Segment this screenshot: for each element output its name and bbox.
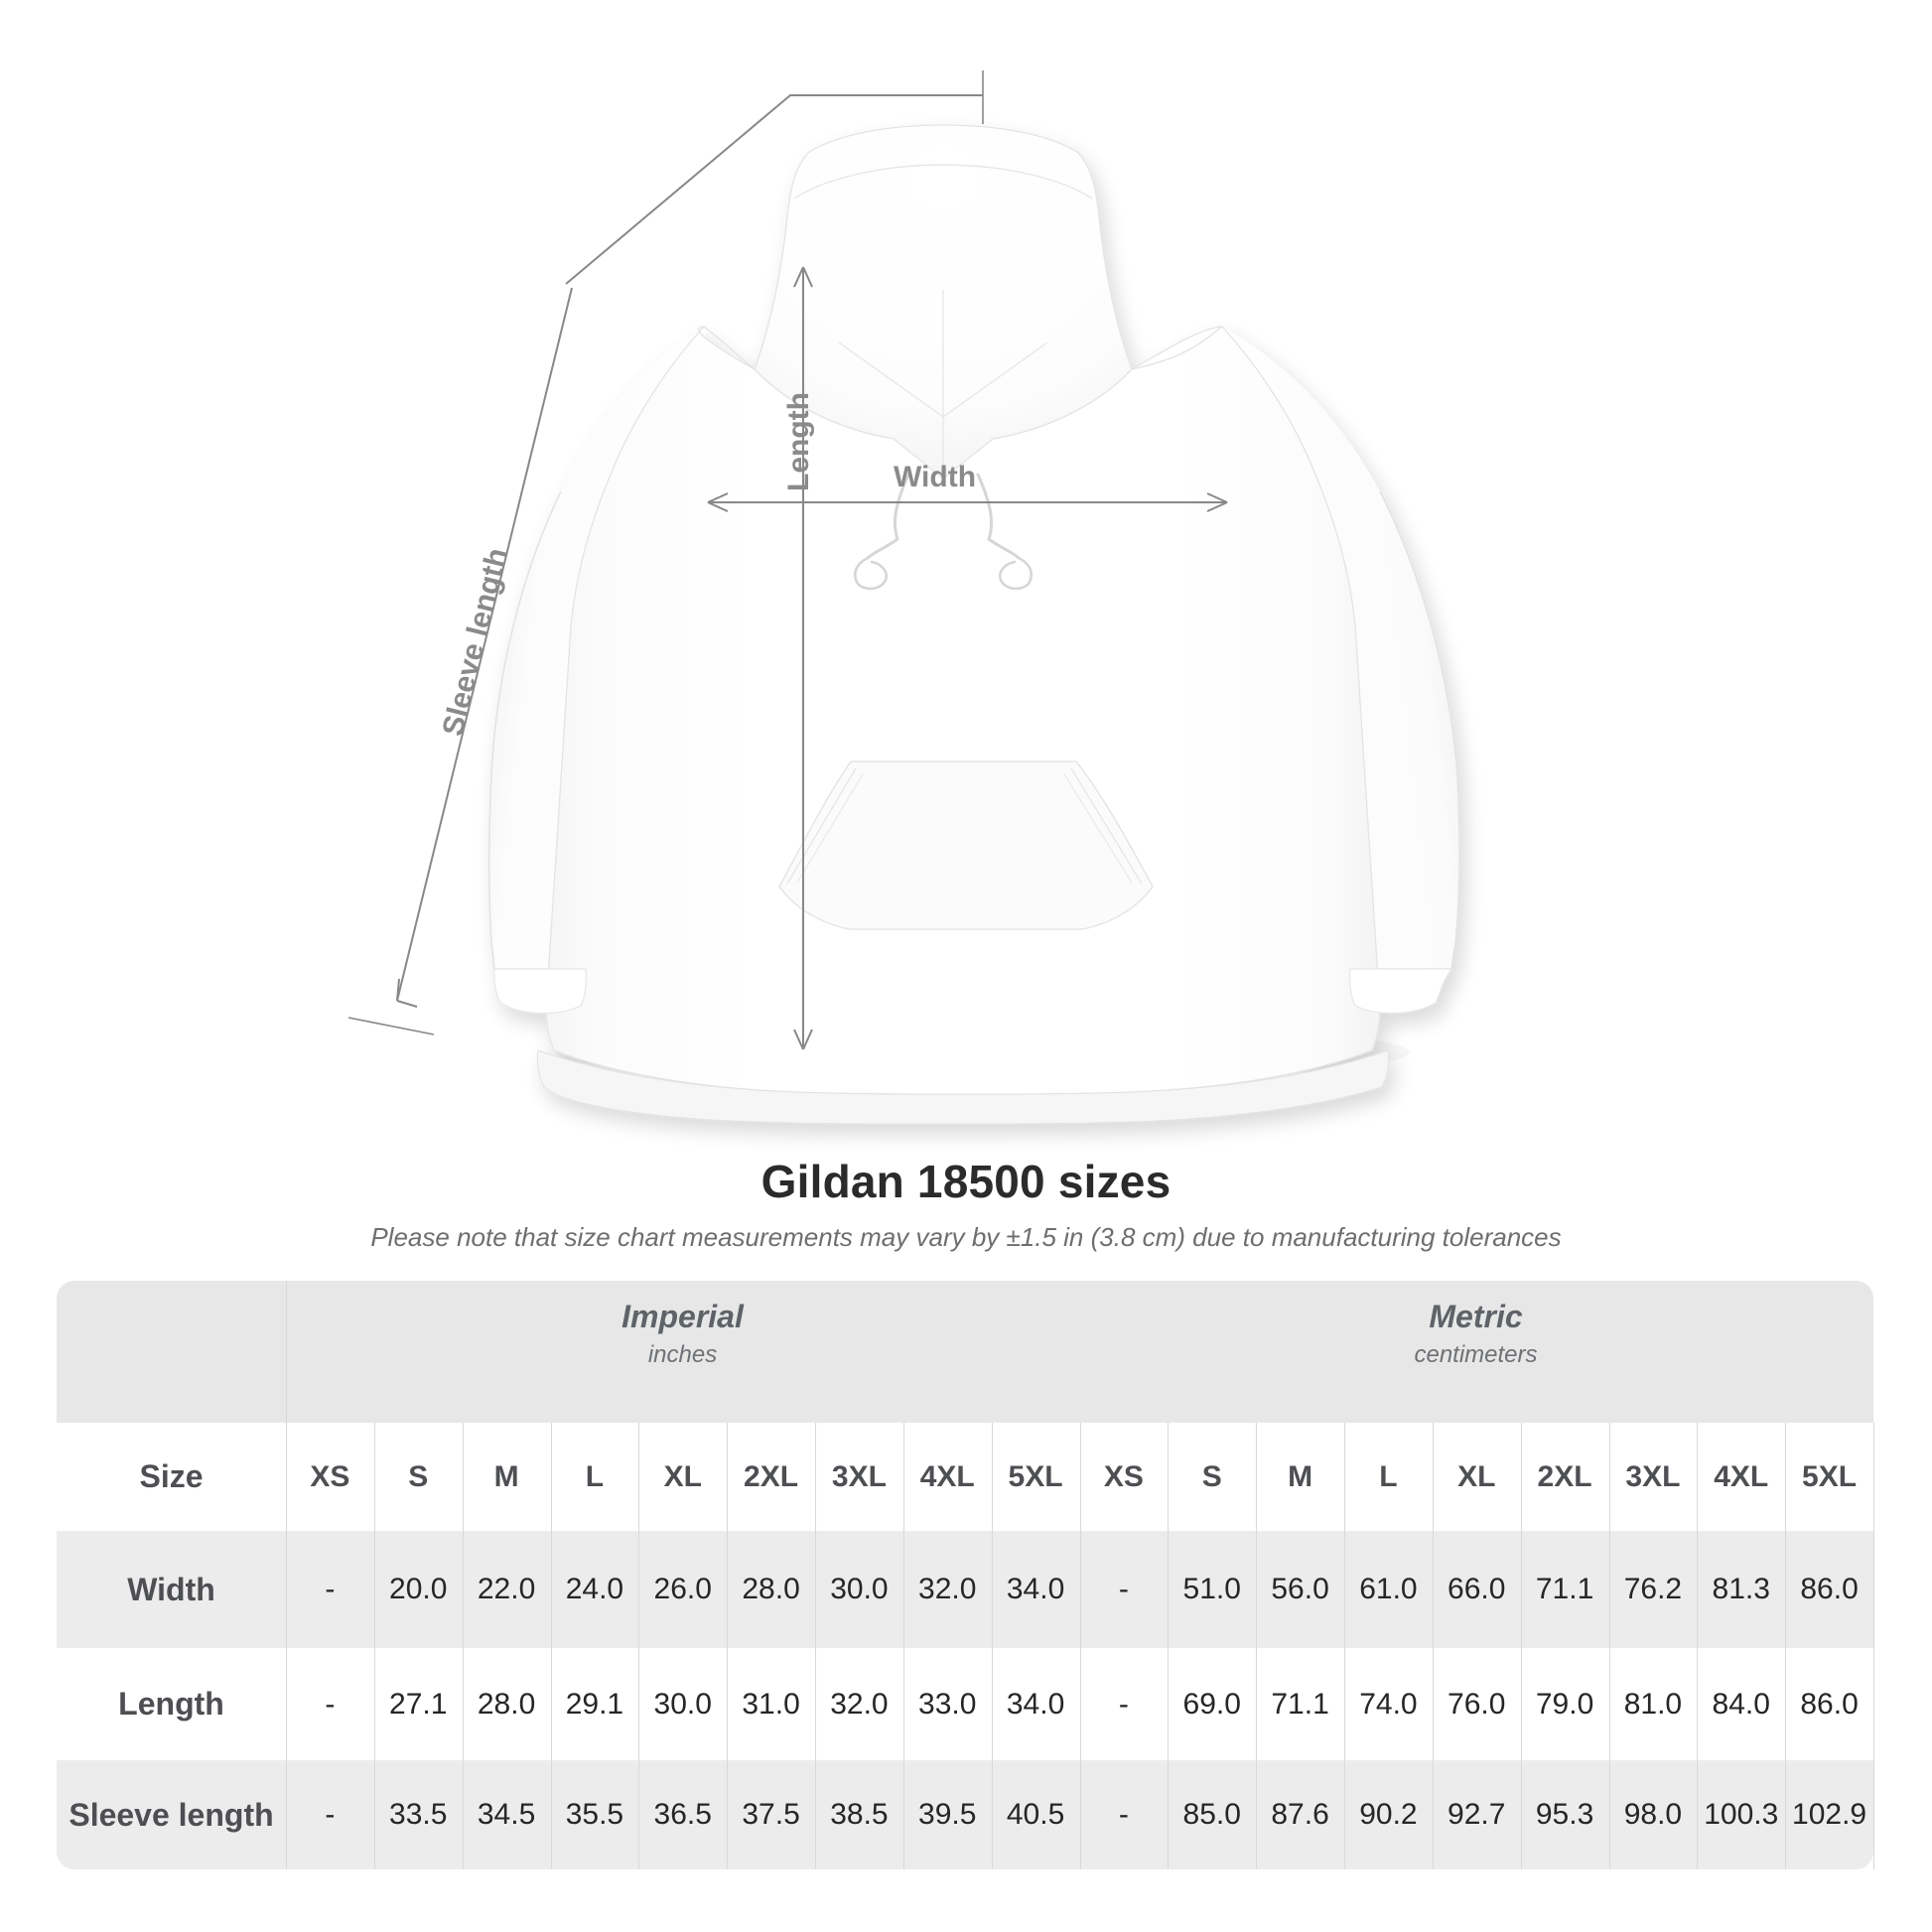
svg-text:Width: Width — [894, 461, 976, 493]
svg-text:Length: Length — [782, 392, 815, 491]
